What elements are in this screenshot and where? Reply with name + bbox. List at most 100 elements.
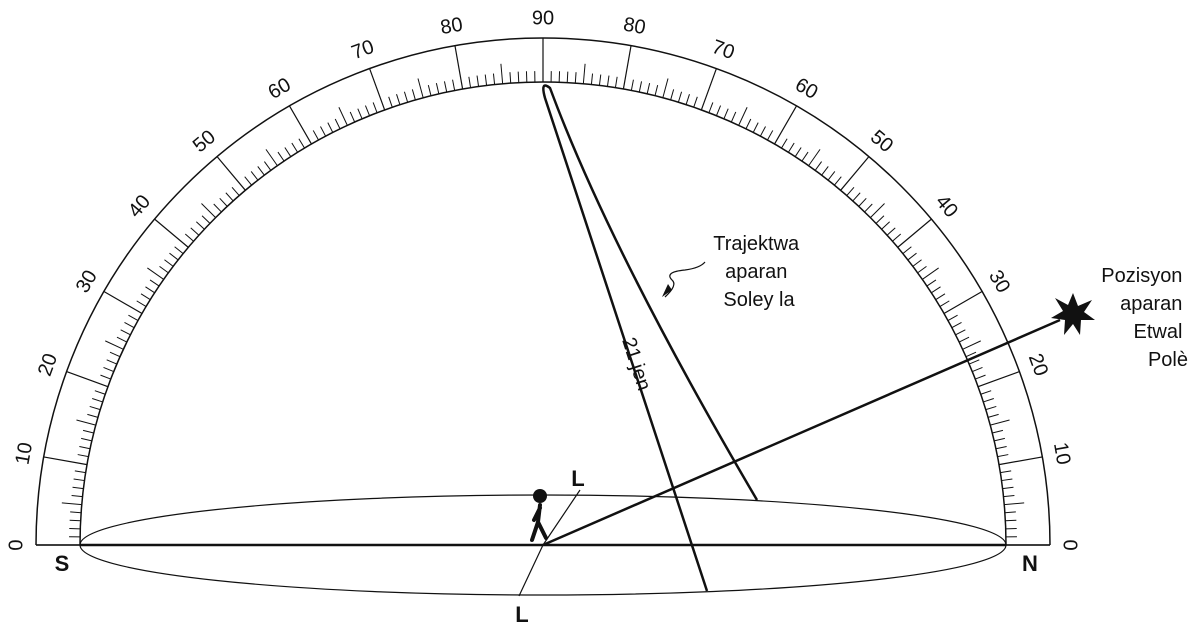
north-label: N — [1022, 551, 1038, 576]
scale-tick — [947, 314, 958, 321]
scale-tick — [892, 233, 902, 242]
scale-tick — [82, 429, 94, 434]
scale-tick — [159, 265, 169, 274]
line: aparan — [725, 261, 787, 283]
scale-tick — [164, 259, 174, 267]
scale-tick — [265, 149, 278, 167]
scale-tick — [145, 286, 155, 294]
pointer — [664, 261, 706, 298]
scale-tick — [975, 374, 986, 380]
scale-tick — [500, 63, 504, 84]
scale-tick — [968, 359, 980, 365]
scale-tick — [917, 265, 927, 274]
scale-tick — [977, 371, 1020, 388]
scale-tick — [61, 502, 82, 506]
scale-tick — [939, 300, 950, 307]
scale-tick — [74, 470, 86, 474]
scale-tick — [109, 351, 121, 358]
scale-tick — [794, 147, 802, 157]
scale-tick — [995, 445, 1007, 450]
scale-tick — [840, 156, 870, 191]
scale-label: 70 — [709, 36, 737, 64]
scale-tick — [71, 494, 83, 498]
scale-tick — [357, 108, 363, 120]
scale-tick — [614, 76, 618, 88]
scale-tick — [980, 390, 992, 395]
scale-tick — [291, 142, 299, 153]
scale-tick — [452, 79, 456, 91]
scale-tick — [136, 300, 147, 307]
scale-tick — [454, 45, 464, 90]
scale-tick — [388, 96, 393, 108]
scale-label: 60 — [265, 74, 295, 104]
scale-tick — [955, 329, 966, 336]
scale-tick — [1001, 478, 1013, 482]
scale-tick — [781, 138, 788, 149]
line: Trajektwa — [713, 233, 800, 255]
scale-tick — [349, 111, 356, 123]
scale-tick — [277, 151, 285, 162]
scale-tick — [250, 171, 259, 181]
scale-tick — [606, 75, 610, 87]
scale-tick — [106, 359, 118, 365]
scale-tick — [338, 107, 348, 126]
scale-tick — [897, 218, 932, 248]
polaris-line — [542, 318, 1061, 547]
scale-tick — [808, 149, 821, 167]
scale-tick — [814, 161, 823, 171]
scale-tick — [846, 186, 855, 196]
west-label: L — [515, 602, 528, 627]
scale-tick — [708, 102, 714, 113]
scale-tick — [582, 63, 586, 84]
scale-tick — [427, 84, 432, 96]
scale-tick — [263, 161, 272, 171]
scale-tick — [94, 390, 106, 395]
scale-label: 10 — [12, 441, 38, 467]
scale-tick — [298, 138, 305, 149]
scale-tick — [149, 279, 160, 287]
scale-tick — [288, 105, 313, 145]
scale-tick — [190, 227, 200, 236]
scale-tick — [998, 456, 1043, 466]
scale-label: 60 — [791, 74, 821, 104]
scale-tick — [369, 68, 386, 111]
scale-tick — [738, 107, 748, 126]
scale-tick — [670, 89, 675, 101]
scale-tick — [852, 192, 861, 202]
date-label: 21 jen — [617, 335, 655, 394]
scale-tick — [320, 126, 327, 137]
scale-label: 30 — [72, 267, 102, 297]
scale-tick — [752, 122, 759, 133]
scale-tick — [864, 203, 873, 213]
south-label: S — [55, 551, 70, 576]
star — [1051, 293, 1095, 335]
scale-tick — [787, 142, 795, 153]
scale-tick — [926, 279, 937, 287]
scale-tick — [992, 429, 1004, 434]
scale-tick — [66, 371, 109, 388]
observer — [530, 489, 548, 542]
scale-label: 80 — [622, 14, 648, 40]
scale-tick — [858, 197, 867, 207]
scale-tick — [124, 322, 135, 329]
scale-tick — [715, 105, 722, 116]
scale-tick — [244, 176, 253, 186]
line: Pozisyon — [1101, 265, 1182, 287]
line: aparan — [1120, 293, 1182, 315]
scale-tick — [662, 78, 669, 98]
scale-tick — [997, 454, 1009, 458]
scale-tick — [76, 419, 96, 426]
scale-tick — [886, 227, 896, 236]
scale-tick — [334, 118, 341, 130]
scale-tick — [100, 374, 111, 380]
scale-tick — [700, 68, 717, 111]
scale-tick — [79, 445, 91, 450]
scale-tick — [730, 111, 737, 123]
line: Soley la — [723, 289, 795, 311]
scale-tick — [759, 126, 766, 137]
scale-tick — [1002, 486, 1014, 490]
scale-tick — [935, 293, 946, 301]
east-label: L — [571, 466, 584, 491]
scale-tick — [216, 156, 246, 191]
